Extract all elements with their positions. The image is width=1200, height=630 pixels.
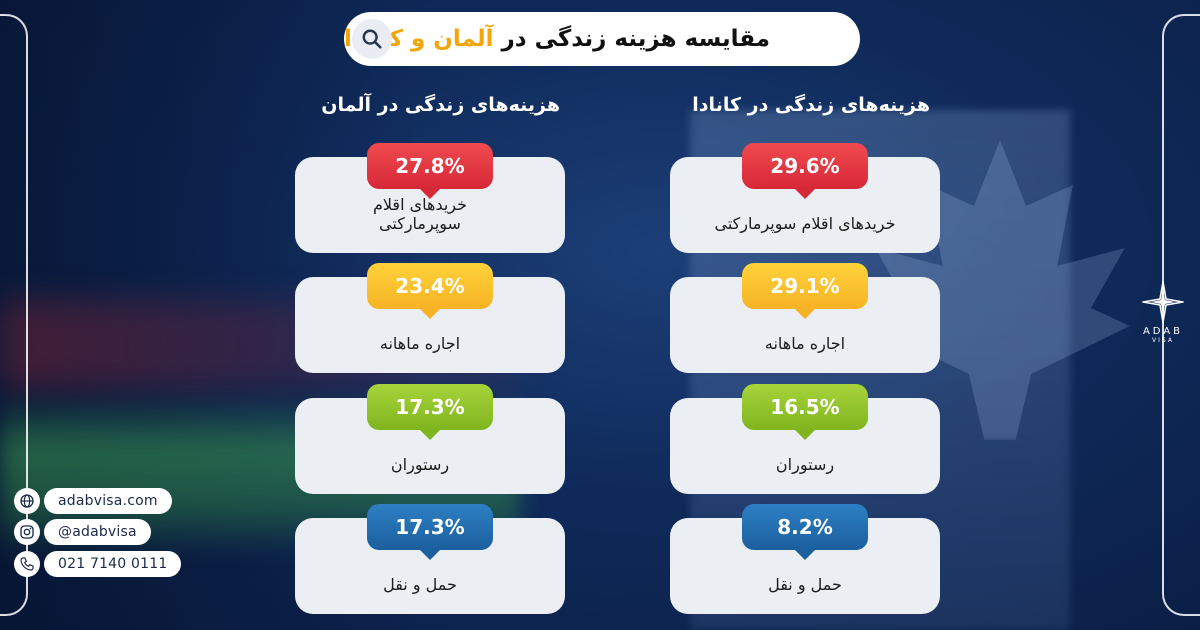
phone-text: 021 7140 0111	[44, 551, 182, 577]
percent-badge: 17.3%	[367, 504, 493, 560]
germany-card-groceries: 27.8% خریدهای اقلام سوپرمارکتی	[295, 143, 565, 253]
percent-badge: 29.6%	[742, 143, 868, 199]
card-label: رستوران	[775, 455, 835, 474]
frame-right	[1162, 14, 1200, 616]
website-text: adabvisa.com	[44, 488, 172, 514]
instagram-text: @adabvisa	[44, 519, 151, 545]
search-icon[interactable]	[352, 19, 392, 59]
globe-icon	[14, 488, 40, 514]
page-title: مقایسه هزینه زندگی در آلمان و کانادا	[344, 26, 770, 52]
contact-instagram[interactable]: @adabvisa	[14, 519, 151, 545]
title-prefix: مقایسه هزینه زندگی در	[501, 26, 771, 52]
contact-phone[interactable]: 021 7140 0111	[14, 551, 182, 577]
brand-logo: ADAB VISA	[1133, 280, 1193, 355]
title-bar: مقایسه هزینه زندگی در آلمان و کانادا	[344, 12, 860, 66]
logo-name: ADAB	[1142, 326, 1184, 337]
card-label: خریدهای اقلام سوپرمارکتی	[714, 214, 896, 233]
instagram-icon	[14, 519, 40, 545]
card-label: اجاره ماهانه	[379, 334, 461, 353]
phone-icon	[14, 551, 40, 577]
card-label: حمل و نقل	[383, 575, 457, 594]
germany-card-restaurant: 17.3% رستوران	[295, 384, 565, 494]
canada-card-rent: 29.1% اجاره ماهانه	[670, 263, 940, 373]
card-label: حمل و نقل	[768, 575, 842, 594]
logo-sub: VISA	[1152, 337, 1174, 344]
card-label: خریدهای اقلام سوپرمارکتی	[372, 195, 468, 233]
percent-badge: 27.8%	[367, 143, 493, 199]
percent-badge: 23.4%	[367, 263, 493, 319]
percent-badge: 17.3%	[367, 384, 493, 440]
card-label: رستوران	[390, 455, 450, 474]
germany-heading: هزینه‌های زندگی در آلمان	[321, 94, 560, 116]
germany-card-rent: 23.4% اجاره ماهانه	[295, 263, 565, 373]
canada-card-groceries: 29.6% خریدهای اقلام سوپرمارکتی	[670, 143, 940, 253]
card-label: اجاره ماهانه	[764, 334, 846, 353]
canada-card-transport: 8.2% حمل و نقل	[670, 504, 940, 614]
contact-website[interactable]: adabvisa.com	[14, 488, 172, 514]
germany-card-transport: 17.3% حمل و نقل	[295, 504, 565, 614]
canada-card-restaurant: 16.5% رستوران	[670, 384, 940, 494]
percent-badge: 8.2%	[742, 504, 868, 560]
star-logo-icon	[1142, 281, 1184, 323]
percent-badge: 29.1%	[742, 263, 868, 319]
canada-heading: هزینه‌های زندگی در کانادا	[692, 94, 930, 116]
percent-badge: 16.5%	[742, 384, 868, 440]
